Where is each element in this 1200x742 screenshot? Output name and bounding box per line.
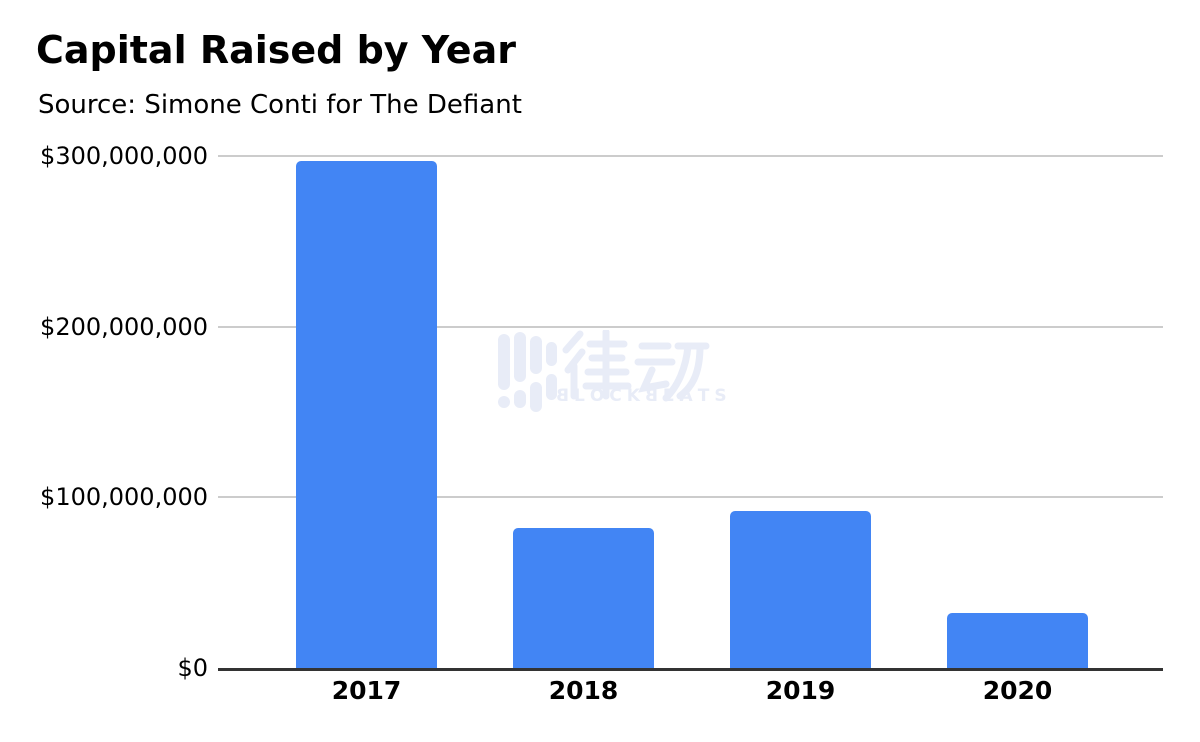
gridline <box>218 155 1163 157</box>
plot-area <box>218 155 1163 671</box>
x-axis-label-2017: 2017 <box>331 676 402 705</box>
x-axis-label-2018: 2018 <box>548 676 619 705</box>
bar-2020 <box>947 613 1088 668</box>
y-axis-tick-label: $300,000,000 <box>40 142 208 170</box>
y-axis-tick-label: $100,000,000 <box>40 483 208 512</box>
blockbeats-logo-icon <box>498 330 710 412</box>
bar-2019 <box>730 511 871 668</box>
blockbeats-logo-cjk <box>562 330 710 402</box>
y-axis-tick-label: $200,000,000 <box>40 312 208 341</box>
gridline <box>218 325 1163 328</box>
gridline <box>218 496 1163 499</box>
bar-2018 <box>513 528 654 668</box>
chart-title: Capital Raised by Year <box>36 28 516 72</box>
chart-source-subtitle: Source: Simone Conti for The Defiant <box>38 90 522 120</box>
y-axis-tick-label: $0 <box>177 654 208 682</box>
x-axis-label-2019: 2019 <box>765 676 836 705</box>
bar-2017 <box>296 161 437 668</box>
x-axis-label-2020: 2020 <box>982 676 1053 705</box>
